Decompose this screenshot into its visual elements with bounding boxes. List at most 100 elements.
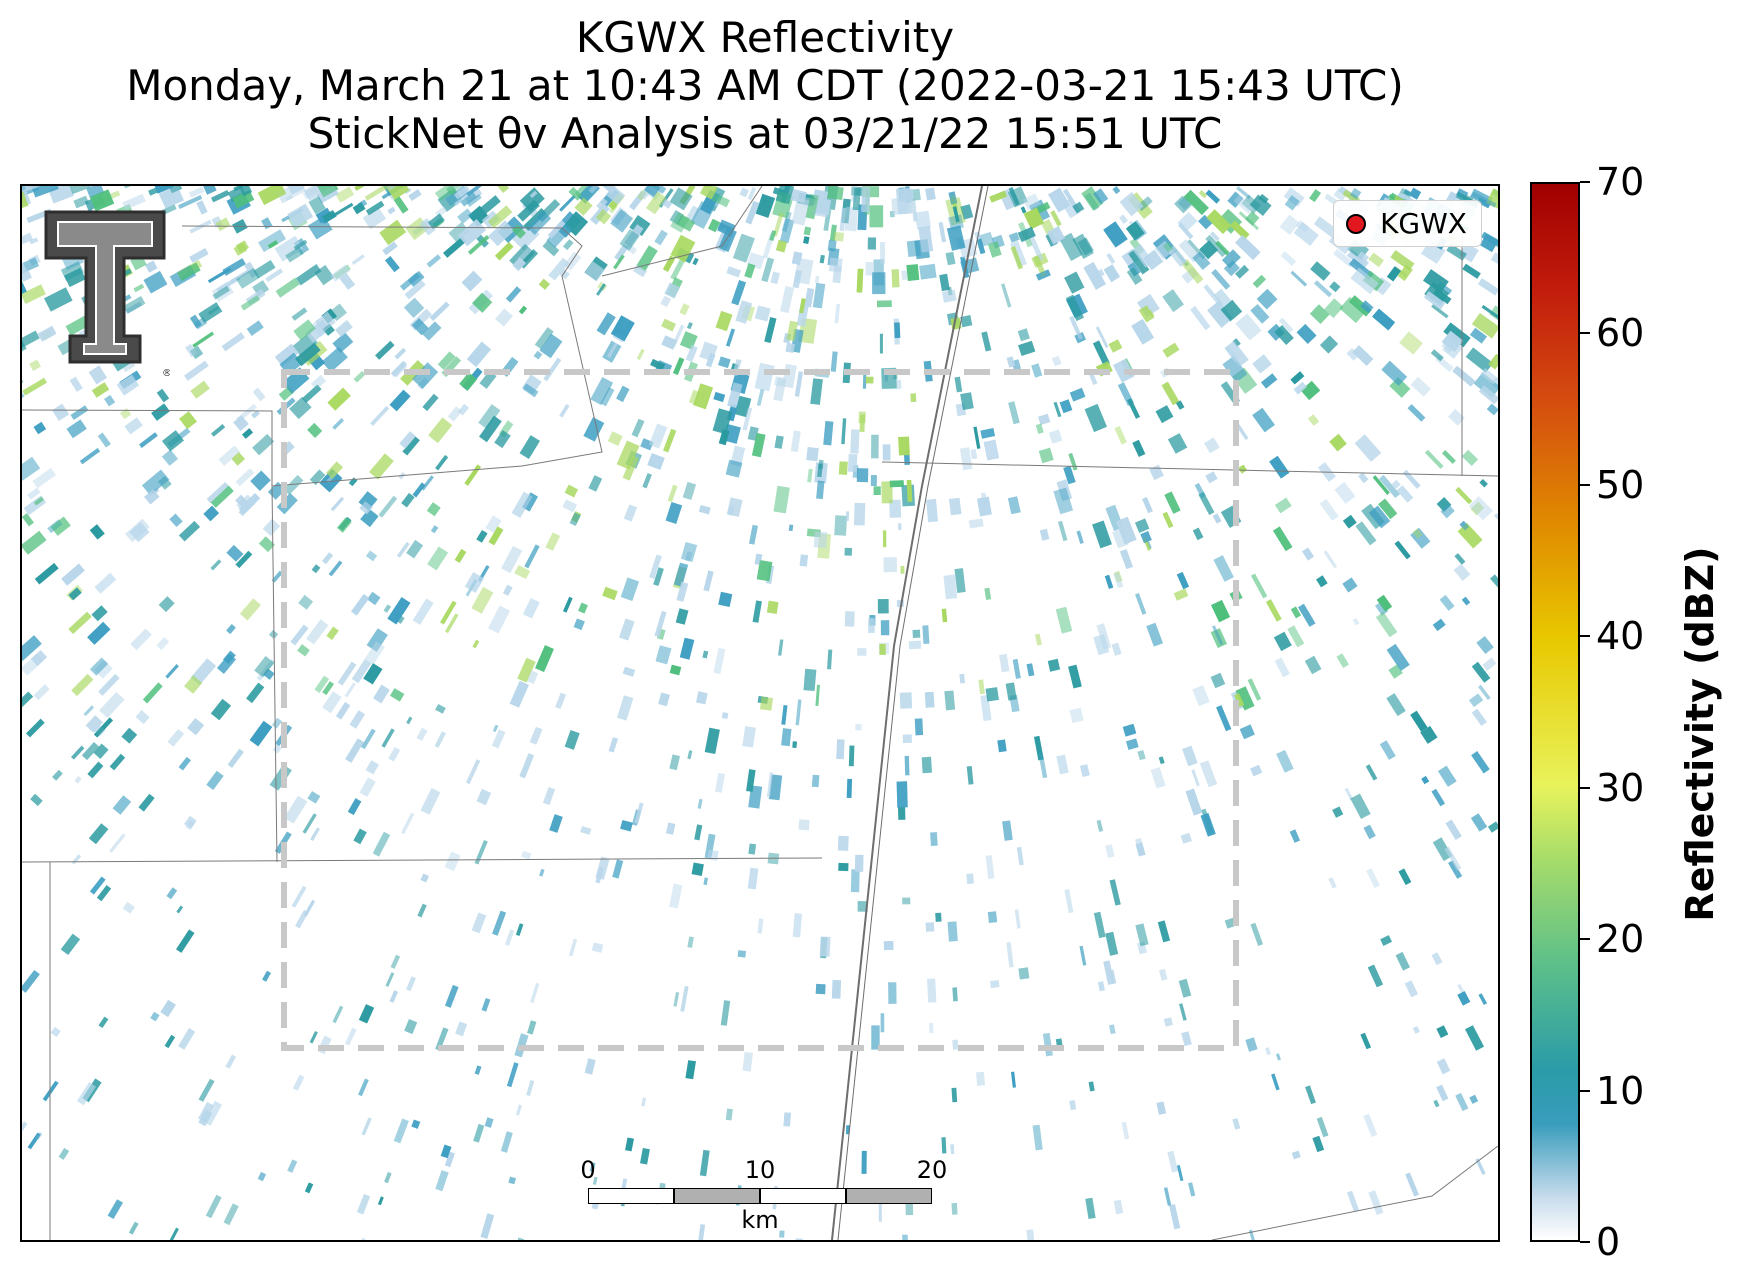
echo-gate	[1291, 1150, 1301, 1160]
echo-gate	[612, 859, 624, 879]
echo-gate	[919, 263, 937, 280]
echo-gate	[218, 445, 241, 467]
echo-gate	[1081, 186, 1104, 211]
echo-gate	[1221, 249, 1241, 269]
echo-gate	[1103, 221, 1128, 248]
echo-gate	[704, 833, 716, 859]
echo-gate	[406, 716, 413, 725]
echo-gate	[715, 310, 733, 332]
echo-gate	[596, 312, 616, 336]
echo-gate	[1475, 1158, 1486, 1175]
echo-gate	[479, 370, 497, 389]
echo-gate	[389, 990, 398, 1003]
echo-gate	[422, 321, 442, 341]
echo-gate	[1402, 469, 1421, 489]
echo-gate	[314, 264, 335, 286]
echo-gate	[1436, 1058, 1451, 1075]
echo-gate	[1360, 1032, 1372, 1050]
echo-gate	[1053, 487, 1074, 515]
echo-gate	[1179, 1003, 1187, 1021]
echo-gate	[527, 1020, 537, 1035]
echo-gate	[375, 340, 395, 360]
echo-gate	[203, 505, 220, 522]
echo-gate	[1250, 304, 1270, 324]
echo-gate	[1109, 1024, 1116, 1035]
echo-gate	[235, 468, 255, 487]
echo-gate	[679, 331, 698, 350]
echo-gate	[1323, 550, 1338, 569]
echo-gate	[640, 1148, 650, 1165]
echo-gate	[1471, 313, 1498, 339]
echo-gate	[761, 257, 775, 283]
echo-gate	[1084, 403, 1107, 433]
echo-gate	[641, 1097, 647, 1107]
chart-title: KGWX Reflectivity	[575, 13, 955, 62]
echo-gate	[1347, 1190, 1360, 1213]
echo-gate	[1167, 1150, 1179, 1173]
echo-gate	[472, 292, 493, 313]
echo-gate	[362, 207, 387, 230]
echo-gate	[322, 681, 334, 696]
echo-gate	[698, 1224, 706, 1240]
echo-gate	[1154, 240, 1174, 260]
echo-gate	[1156, 1101, 1167, 1115]
echo-gate	[654, 229, 668, 246]
echo-gate	[742, 407, 753, 431]
echo-gate	[361, 728, 376, 750]
echo-gate	[124, 417, 143, 435]
echo-gate	[1199, 240, 1219, 260]
echo-gate	[519, 435, 540, 459]
echo-gate	[1261, 373, 1278, 389]
echo-gate	[322, 209, 337, 223]
echo-gate	[1305, 1085, 1316, 1105]
echo-gate	[616, 385, 630, 403]
echo-gate	[60, 261, 84, 281]
echo-gate	[803, 236, 810, 244]
echo-gate	[495, 308, 513, 327]
echo-gate	[81, 742, 100, 761]
echo-gate	[1374, 601, 1389, 616]
echo-gate	[679, 303, 690, 316]
echo-gate	[1079, 764, 1090, 777]
echo-gate	[904, 755, 910, 776]
scale-segment-1	[588, 1188, 674, 1204]
radar-map[interactable]: ® KGWX	[20, 184, 1500, 1242]
echo-gate	[1441, 330, 1464, 353]
echo-gate	[943, 574, 958, 600]
echo-gate	[1441, 450, 1456, 464]
echo-gate	[295, 264, 322, 286]
echo-gate	[454, 548, 467, 563]
echo-gate	[1309, 189, 1322, 203]
echo-gate	[257, 186, 287, 205]
echo-gate	[1211, 600, 1231, 623]
echo-gate	[1248, 1229, 1256, 1240]
echo-gate	[1178, 978, 1192, 998]
echo-gate	[1238, 464, 1248, 474]
echo-gate	[925, 187, 936, 201]
echo-gate	[959, 673, 966, 684]
echo-gate	[795, 699, 802, 726]
echo-gate	[614, 244, 629, 261]
echo-gate	[542, 240, 560, 257]
echo-gate	[1109, 879, 1121, 906]
scale-segment-2	[674, 1188, 760, 1204]
echo-gate	[619, 228, 640, 251]
echo-gate	[459, 372, 478, 391]
highway-line	[831, 186, 989, 1240]
echo-gate	[189, 248, 209, 263]
echo-gate	[669, 664, 682, 676]
echo-gate	[1131, 318, 1155, 345]
echo-gate	[311, 564, 321, 574]
echo-gate	[310, 374, 327, 390]
echo-gate	[1150, 767, 1166, 789]
echo-gate	[1440, 504, 1455, 519]
echo-gate	[385, 256, 400, 273]
echo-gate	[42, 1080, 59, 1102]
echo-gate	[427, 546, 449, 571]
echo-gate	[22, 269, 32, 282]
echo-gate	[1038, 447, 1054, 464]
echo-gate	[166, 887, 178, 900]
echo-gate	[356, 1193, 371, 1215]
echo-gate	[322, 552, 334, 565]
echo-gate	[96, 885, 112, 902]
